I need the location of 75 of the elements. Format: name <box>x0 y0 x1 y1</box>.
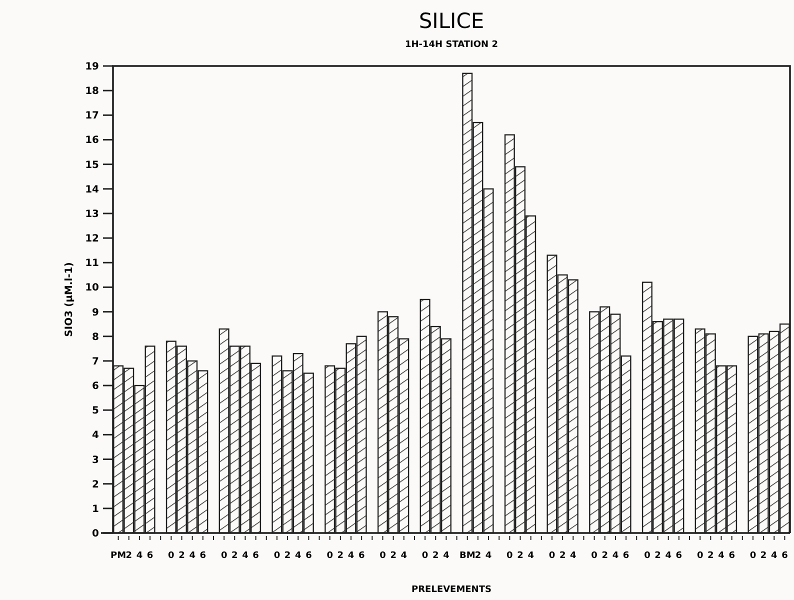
x-tick-label: 4 <box>136 551 143 561</box>
y-tick-label: 1 <box>92 504 100 515</box>
x-tick-label: 0 <box>220 551 228 561</box>
x-tick-label: 6 <box>728 551 735 561</box>
y-tick-label: 4 <box>92 430 100 442</box>
x-tick-label: 2 <box>559 551 566 561</box>
x-tick-label: 2 <box>517 551 524 561</box>
x-tick-label: 4 <box>400 551 408 561</box>
y-tick-label: 3 <box>92 454 100 466</box>
x-tick-label: 4 <box>612 551 619 561</box>
x-tick-label: 2 <box>654 551 661 561</box>
y-tick-label: 0 <box>92 528 100 540</box>
y-tick-label: 7 <box>92 356 100 368</box>
y-tick-label: 19 <box>85 62 100 72</box>
x-tick-label: 0 <box>380 551 386 561</box>
x-tick-label: 6 <box>358 551 365 561</box>
x-tick-label: 6 <box>146 551 154 561</box>
x-tick-label: 0 <box>168 551 174 561</box>
x-tick-label: 4 <box>665 551 672 561</box>
x-tick-label: 4 <box>348 551 354 561</box>
x-tick-label: 2 <box>602 551 608 561</box>
x-tick-label: 0 <box>750 551 756 561</box>
y-tick-label: 13 <box>85 208 100 220</box>
chart-title: SILICE <box>418 9 484 33</box>
y-tick-label: 2 <box>92 479 100 490</box>
y-tick-label: 15 <box>85 160 100 171</box>
x-tick-label: 6 <box>782 551 788 561</box>
y-tick-label: 5 <box>92 406 100 417</box>
y-tick-label: 18 <box>85 86 100 98</box>
x-tick-label: 0 <box>591 551 598 561</box>
y-tick-label: 12 <box>85 234 100 245</box>
x-tick-label: 6 <box>200 551 206 561</box>
chart-subtitle: 1H-14H STATION 2 <box>405 40 498 50</box>
y-tick-label: 16 <box>85 135 100 146</box>
x-tick-label: 0 <box>422 551 428 561</box>
x-tick-label: 2 <box>232 551 238 561</box>
x-tick-label: 2 <box>474 551 482 561</box>
x-tick-label: 0 <box>326 551 333 561</box>
y-tick-label: 10 <box>85 282 100 294</box>
x-tick-label: 2 <box>390 551 396 561</box>
x-tick-label: 4 <box>294 551 302 561</box>
x-tick-label: 4 <box>570 551 576 561</box>
y-tick-label: 9 <box>92 307 100 318</box>
x-tick-label: 2 <box>284 551 291 561</box>
x-tick-label: 4 <box>485 551 492 561</box>
x-tick-label: 2 <box>178 551 185 561</box>
x-tick-label: 0 <box>274 551 280 561</box>
y-tick-label: 11 <box>85 258 100 270</box>
x-tick-label: 4 <box>189 551 196 561</box>
x-tick-label: 6 <box>622 551 630 561</box>
y-tick-label: 8 <box>92 332 100 343</box>
x-tick-label: 2 <box>432 551 439 561</box>
x-tick-label: 4 <box>443 551 450 561</box>
x-tick-label: 2 <box>760 551 767 561</box>
y-tick-label: 6 <box>92 381 100 392</box>
x-tick-label: 2 <box>708 551 714 561</box>
x-tick-label: 4 <box>771 551 778 561</box>
x-tick-label: 0 <box>506 551 513 561</box>
x-axis-title: PRELEVEMENTS <box>412 585 492 595</box>
x-tick-label: 6 <box>306 551 312 561</box>
x-tick-label: 0 <box>644 551 650 561</box>
x-tick-label: 0 <box>696 551 704 561</box>
x-tick-label: 0 <box>548 551 556 561</box>
x-tick-label: 2 <box>126 551 132 561</box>
y-axis-title: SIO3 (µM.l-1) <box>64 262 75 337</box>
y-tick-label: 17 <box>85 110 100 122</box>
x-tick-label: BM <box>459 551 476 561</box>
x-tick-label: 2 <box>337 551 344 561</box>
x-tick-label: 6 <box>252 551 259 561</box>
x-tick-label: 4 <box>718 551 724 561</box>
x-tick-label: 4 <box>242 551 248 561</box>
x-tick-label: 6 <box>676 551 682 561</box>
y-tick-label: 14 <box>85 184 100 196</box>
x-tick-label: 4 <box>528 551 534 561</box>
x-tick-label: PM <box>110 551 126 561</box>
